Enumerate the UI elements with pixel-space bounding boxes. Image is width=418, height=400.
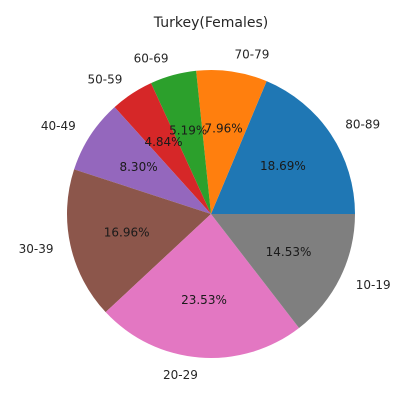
pie-slice-50-59 bbox=[114, 83, 211, 214]
pie-percent-label-50-59: 4.84% bbox=[144, 135, 182, 149]
pie-slice-20-29 bbox=[105, 214, 300, 358]
pie-category-label-40-49: 40-49 bbox=[41, 119, 76, 133]
pie-percent-label-20-29: 23.53% bbox=[181, 293, 227, 307]
chart-title: Turkey(Females) bbox=[153, 15, 268, 31]
pie-category-label-60-69: 60-69 bbox=[134, 51, 169, 65]
pie-category-label-80-89: 80-89 bbox=[345, 118, 380, 132]
pie-category-labels: 80-89 70-79 60-69 50-59 40-49 30-39 20-29 10-19 bbox=[19, 47, 391, 381]
pie-category-label-20-29: 20-29 bbox=[163, 368, 198, 382]
pie-slices bbox=[66, 69, 355, 358]
pie-slice-60-69 bbox=[151, 70, 211, 215]
pie-percent-label-30-39: 16.96% bbox=[104, 226, 150, 240]
pie-percent-label-10-19: 14.53% bbox=[266, 245, 312, 259]
pie-category-label-50-59: 50-59 bbox=[87, 72, 122, 86]
pie-slice-40-49 bbox=[74, 107, 211, 214]
pie-slice-10-19 bbox=[211, 214, 355, 328]
pie-category-label-30-39: 30-39 bbox=[19, 242, 54, 256]
pie-category-label-70-79: 70-79 bbox=[235, 47, 270, 61]
pie-category-label-10-19: 10-19 bbox=[356, 278, 391, 292]
pie-percent-labels: 18.69% 7.96%5.19%4.84% 8.30% 16.96% 23.53% 14… bbox=[104, 122, 312, 308]
pie-slice-30-39 bbox=[66, 169, 211, 313]
pie-percent-label-80-89: 18.69% bbox=[260, 159, 306, 173]
pie-percent-label-40-49: 8.30% bbox=[119, 160, 157, 174]
pie-percent-label-60-69: 5.19% bbox=[169, 124, 207, 138]
pie-slice-80-89 bbox=[211, 81, 355, 214]
pie-percent-label-70-79: 7.96% bbox=[205, 122, 243, 136]
pie-slice-70-79 bbox=[196, 69, 267, 214]
